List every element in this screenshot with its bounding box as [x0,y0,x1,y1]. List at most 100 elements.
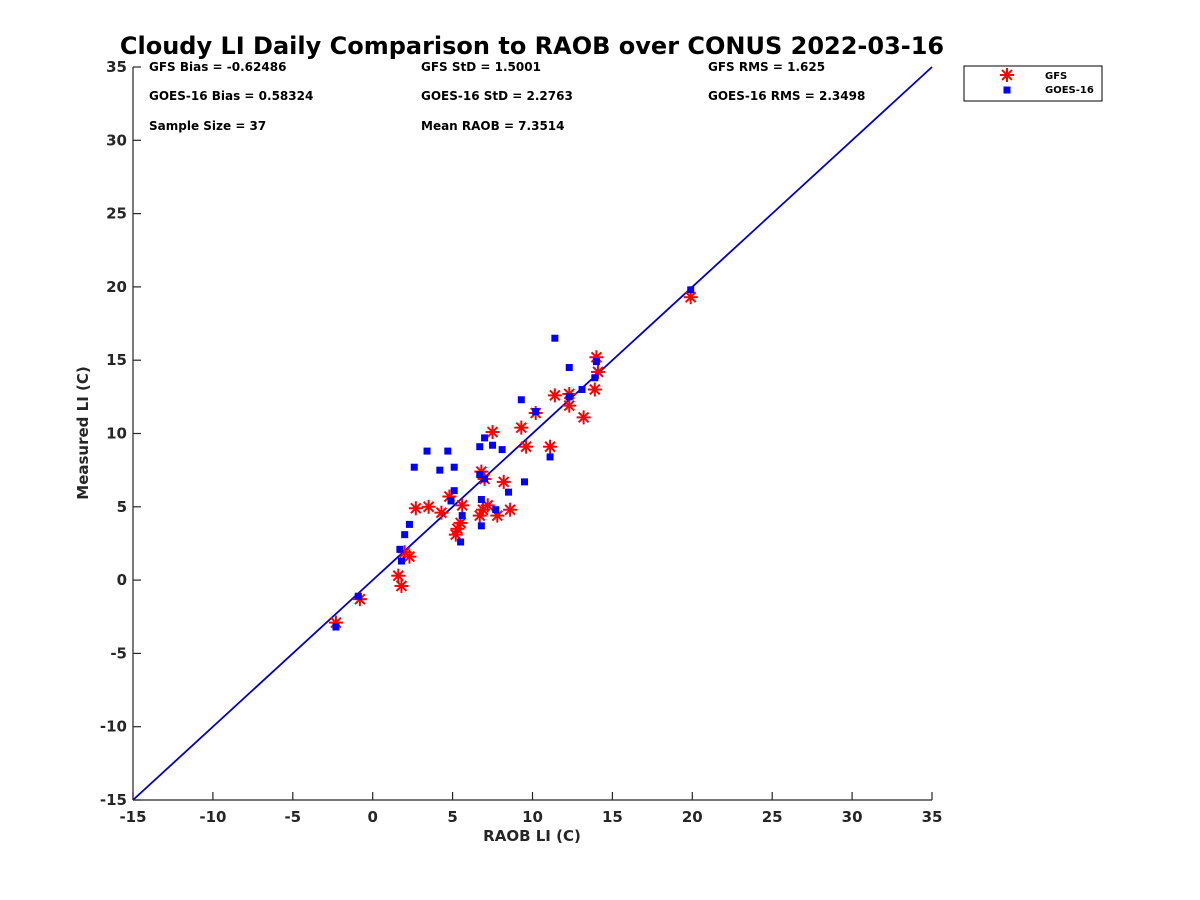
y-tick-label: 10 [106,425,127,443]
goes-16-point [401,531,409,539]
stat-goes-bias: GOES-16 Bias = 0.58324 [149,89,313,103]
goes-16-point [450,463,458,471]
y-tick-label: 25 [106,205,127,223]
goes-16-point [450,487,458,495]
goes-16-point [410,463,418,471]
one-to-one-line [132,66,933,801]
gfs-point [576,410,591,425]
gfs-point [402,549,417,564]
goes-16-point [592,358,600,366]
y-tick-label: -10 [100,718,127,736]
stat-goes-std: GOES-16 StD = 2.2763 [421,89,573,103]
goes-16-point [551,334,559,342]
goes-16-point [476,443,484,451]
goes-16-point [397,557,405,565]
legend-box [963,65,1103,102]
gfs-point [485,425,500,440]
goes-16-point [505,488,513,496]
y-tick-label: 15 [106,351,127,369]
goes-16-point [423,447,431,455]
goes-16-point [521,478,529,486]
y-tick-label: -15 [100,791,127,809]
legend-marker-gfs-shape [1000,68,1014,82]
x-tick-label: 0 [367,808,377,826]
gfs-point [408,501,423,516]
gfs-point [587,382,602,397]
gfs-point [503,502,518,517]
gfs-point [543,439,558,454]
gfs-point [514,420,529,435]
gfs-point [434,505,449,520]
legend-marker-goes-16 [1003,86,1011,94]
goes-16-point [332,623,340,631]
goes-16-point [546,453,554,461]
ticks-layer: -15 -10 -5 0 5 10 15 20 25 30 35 -15 -10 -5 0 5 10 15 20 25… [100,58,943,826]
x-tick-label: -5 [284,808,301,826]
x-tick-label: 10 [522,808,543,826]
x-tick-label: 15 [602,808,623,826]
goes-16-point [477,522,485,530]
stats-layer: GFS Bias = -0.62486 GFS StD = 1.5001 GFS R… [149,60,865,133]
gfs-point [421,499,436,514]
gfs-point [455,498,470,513]
y-tick-label: 20 [106,278,127,296]
reference-line-layer [132,66,933,801]
gfs-point [394,578,409,593]
gfs-point [519,439,534,454]
chart-title: Cloudy LI Daily Comparison to RAOB over … [120,32,944,60]
goes-16-point [476,471,484,479]
goes-16-point [477,495,485,503]
y-tick-label: 35 [106,58,127,76]
gfs-point [391,568,406,583]
goes-16-point [444,447,452,455]
goes-16-point [578,386,586,394]
goes-16-point [447,497,455,505]
x-tick-label: 30 [842,808,863,826]
goes-16-point [436,466,444,474]
stat-goes-rms: GOES-16 RMS = 2.3498 [708,89,865,103]
y-tick-label: 0 [117,571,127,589]
gfs-point [496,474,511,489]
goes-16-point [532,408,540,416]
goes-16-point [591,374,599,382]
legend-marker-goes-16-shape [1003,86,1011,94]
x-tick-label: 20 [682,808,703,826]
gfs-point [547,388,562,403]
x-tick-label: 5 [447,808,457,826]
y-tick-label: 5 [117,498,127,516]
stat-gfs-std: GFS StD = 1.5001 [421,60,541,74]
y-tick-label: 30 [106,131,127,149]
goes-16-point [565,393,573,401]
goes-16-point [405,520,413,528]
legend: GFS GOES-16 [963,65,1103,102]
goes-16-point [498,446,506,454]
goes-16-point [687,286,695,294]
goes-16-point [565,364,573,372]
points-layer [328,286,698,631]
x-tick-label: -15 [119,808,146,826]
stat-gfs-rms: GFS RMS = 1.625 [708,60,825,74]
x-tick-label: 25 [762,808,783,826]
goes-16-point [481,434,489,442]
x-tick-label: 35 [922,808,943,826]
stat-sample-size: Sample Size = 37 [149,119,266,133]
goes-16-point [457,538,465,546]
goes-16-point [354,592,362,600]
stat-gfs-bias: GFS Bias = -0.62486 [149,60,286,74]
goes-16-point [489,441,497,449]
legend-label-gfs: GFS [1045,71,1067,82]
legend-marker-gfs [1000,68,1014,82]
x-tick-label: -10 [199,808,226,826]
x-axis-label: RAOB LI (C) [483,827,581,845]
stat-mean-raob: Mean RAOB = 7.3514 [421,119,565,133]
goes-16-point [517,396,525,404]
goes-16-point [481,475,489,483]
goes-16-point [396,545,404,553]
legend-label-goes-16: GOES-16 [1045,85,1094,96]
y-tick-label: -5 [110,644,127,662]
y-axis-label: Measured LI (C) [74,366,92,499]
gfs-point [562,398,577,413]
goes-16-point [492,506,500,514]
goes-16-point [458,512,466,520]
